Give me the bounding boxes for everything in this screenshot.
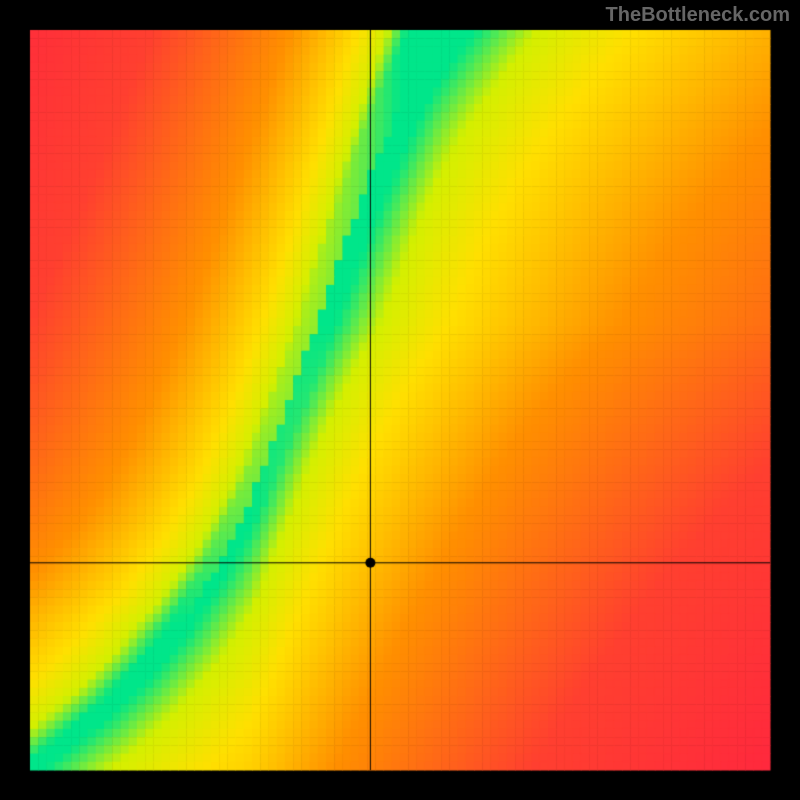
bottleneck-heatmap bbox=[0, 0, 800, 800]
watermark-text: TheBottleneck.com bbox=[606, 4, 790, 27]
chart-container: TheBottleneck.com bbox=[0, 0, 800, 800]
